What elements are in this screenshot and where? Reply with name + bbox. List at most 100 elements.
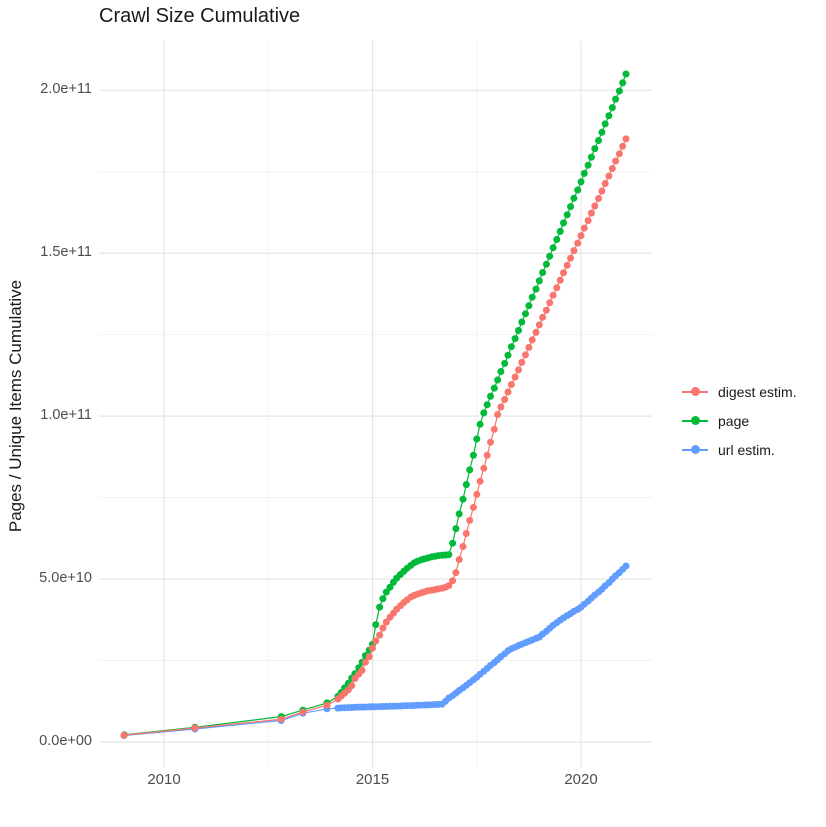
data-point	[584, 161, 592, 169]
data-point	[452, 525, 460, 533]
y-tick-label: 1.5e+11	[40, 244, 92, 261]
data-point	[376, 631, 384, 639]
data-point	[522, 310, 529, 318]
data-point	[528, 293, 536, 301]
data-point	[539, 269, 547, 276]
data-point	[372, 621, 380, 629]
data-point	[483, 401, 491, 409]
data-point	[595, 137, 602, 144]
legend-key-line-dot-icon	[682, 386, 708, 397]
data-point	[365, 653, 373, 661]
data-point	[473, 435, 481, 443]
data-point	[525, 343, 533, 351]
x-tick-label: 2020	[564, 771, 598, 788]
data-point	[591, 202, 599, 210]
data-point	[615, 150, 623, 158]
data-point	[574, 239, 582, 247]
data-point	[518, 358, 526, 366]
data-point	[553, 284, 561, 292]
data-point	[511, 335, 519, 343]
y-tick-label: 1.0e+11	[40, 407, 92, 424]
data-point	[598, 187, 606, 195]
x-tick-label: 2010	[147, 771, 181, 788]
data-point	[469, 503, 477, 511]
data-point	[528, 336, 536, 344]
data-point	[535, 277, 543, 285]
data-point	[556, 227, 564, 235]
data-point	[452, 569, 460, 577]
data-point	[587, 209, 595, 217]
data-point	[591, 145, 599, 153]
data-point	[455, 510, 463, 518]
legend-label: digest estim.	[718, 383, 797, 400]
data-point	[455, 556, 463, 563]
data-point	[466, 466, 474, 474]
data-point	[501, 396, 509, 403]
data-point	[379, 595, 387, 603]
data-point	[348, 682, 356, 690]
data-point	[501, 359, 509, 367]
data-point	[542, 306, 550, 314]
data-point	[525, 302, 533, 310]
data-point	[567, 203, 575, 211]
data-point	[369, 644, 376, 652]
y-axis-title: Pages / Unique Items Cumulative	[6, 279, 25, 533]
data-point	[532, 328, 540, 336]
data-point	[487, 438, 494, 446]
series-digest-estim-	[120, 135, 630, 739]
data-point	[497, 368, 505, 375]
data-point	[507, 381, 515, 388]
data-point	[553, 236, 561, 243]
data-point	[473, 490, 481, 498]
data-point	[490, 384, 498, 392]
data-point	[522, 351, 529, 359]
data-point	[542, 260, 550, 268]
data-point	[483, 451, 491, 459]
data-point	[191, 724, 199, 732]
data-point	[382, 588, 390, 596]
data-point	[622, 562, 630, 570]
data-point	[601, 180, 609, 187]
data-point	[601, 120, 609, 128]
data-point	[507, 343, 515, 351]
data-point	[560, 269, 567, 277]
data-point	[445, 551, 453, 559]
data-point	[476, 420, 484, 428]
legend-key-line-dot-icon	[682, 444, 708, 455]
data-point	[539, 313, 547, 321]
legend-label: page	[718, 412, 750, 429]
data-point	[372, 637, 380, 645]
data-point	[535, 321, 543, 329]
plot-panel	[99, 41, 652, 768]
data-point	[574, 186, 582, 194]
data-point	[619, 142, 627, 150]
data-point	[515, 327, 522, 334]
data-point	[532, 285, 540, 293]
data-point	[299, 708, 307, 716]
data-point	[494, 376, 502, 384]
data-point	[480, 464, 488, 472]
data-point	[570, 194, 578, 202]
data-point	[490, 425, 498, 433]
data-point	[622, 135, 630, 143]
data-point	[469, 451, 477, 459]
data-point	[358, 666, 366, 674]
gridlines-major	[99, 41, 652, 768]
x-tick-label: 2015	[355, 771, 390, 788]
data-point	[563, 261, 571, 269]
data-point	[622, 70, 630, 78]
data-point	[462, 530, 470, 537]
data-point	[459, 495, 467, 503]
data-point	[379, 624, 387, 632]
legend-item-url-estim: url estim.	[682, 435, 797, 464]
data-point	[497, 403, 505, 411]
data-point	[619, 79, 627, 87]
data-point	[612, 95, 620, 103]
data-point	[504, 388, 512, 396]
data-point	[361, 658, 369, 666]
data-point	[608, 165, 616, 172]
data-point	[449, 539, 457, 547]
legend-item-page: page	[682, 406, 797, 435]
data-point	[494, 411, 502, 418]
data-point	[462, 481, 470, 489]
